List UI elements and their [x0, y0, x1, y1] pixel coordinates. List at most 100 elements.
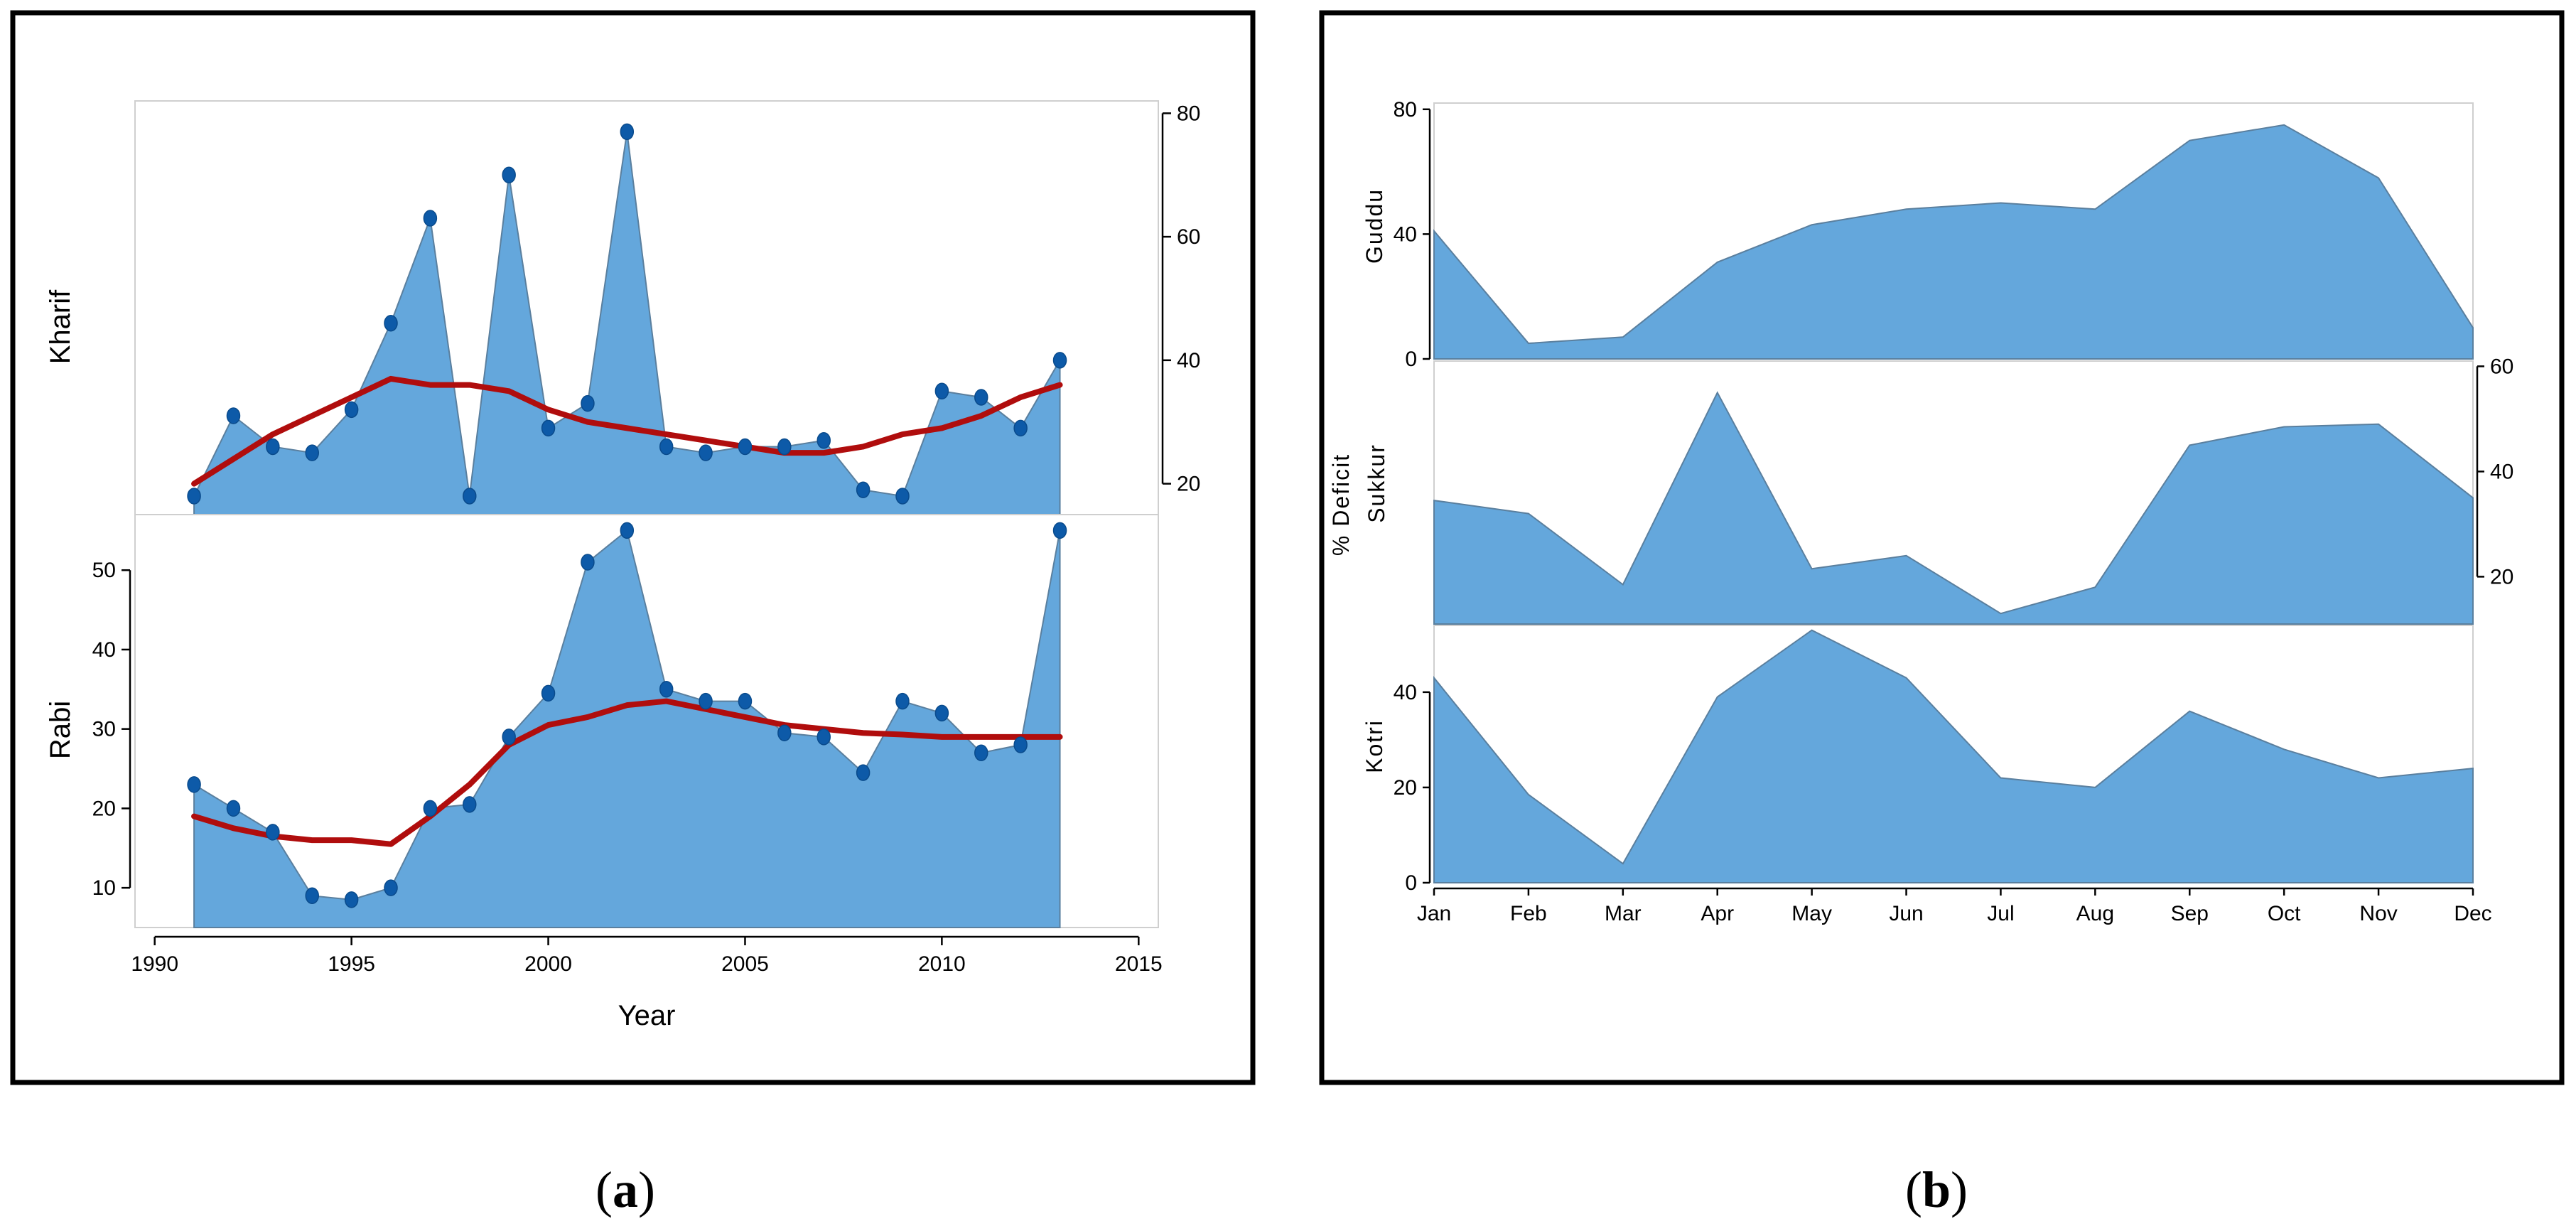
kharif-tick-label: 80: [1177, 102, 1200, 125]
kotri-tick-label: 40: [1394, 681, 1417, 704]
kharif-data-point: [777, 438, 792, 456]
month-tick-label: Sep: [2171, 902, 2209, 925]
kotri-tick-label: 20: [1394, 776, 1417, 800]
caption-a: (a): [596, 1161, 655, 1218]
panel-b: 0 40 80 Guddu 20 40 60 Sukkur 0 20 40 Kotri % …: [1319, 10, 2565, 1085]
year-tick-label: 1995: [328, 952, 375, 976]
kharif-data-point: [620, 123, 635, 141]
rabi-data-point: [738, 692, 753, 710]
rabi-data-point: [620, 522, 635, 539]
kharif-tick-label: 60: [1177, 225, 1200, 249]
month-x-axis: Jan Feb Mar Apr May Jun Jul Aug Sep Oct Nov Dec: [1417, 887, 2492, 925]
sukkur-tick-label: 60: [2490, 355, 2513, 378]
rabi-data-point: [934, 704, 949, 722]
month-tick-label: May: [1791, 902, 1832, 925]
year-tick-label: 2000: [524, 952, 572, 976]
rabi-data-point: [777, 724, 792, 742]
rabi-data-point: [463, 796, 477, 813]
rabi-data-point: [699, 692, 713, 710]
kharif-data-point: [1013, 419, 1028, 437]
kharif-data-point: [344, 401, 359, 419]
guddu-area: [1433, 124, 2474, 360]
panel-b-border: [1319, 10, 2565, 1085]
kharif-markers: [187, 123, 1067, 505]
rabi-data-point: [423, 800, 438, 817]
kharif-data-point: [502, 166, 516, 183]
year-tick-label: 2015: [1115, 952, 1163, 976]
rabi-data-point: [817, 729, 831, 746]
rabi-tick-label: 20: [92, 797, 116, 820]
kharif-tick-label: 20: [1177, 473, 1200, 496]
kharif-data-point: [581, 394, 595, 412]
deficit-axis-title: % Deficit: [1328, 453, 1354, 556]
kharif-area: [193, 131, 1061, 515]
year-tick-label: 2005: [721, 952, 769, 976]
guddu-tick-label: 0: [1405, 348, 1417, 371]
kharif-trend-line: [191, 375, 1063, 487]
kotri-area: [1433, 629, 2474, 883]
month-tick-label: Aug: [2076, 902, 2114, 925]
month-tick-label: Oct: [2268, 902, 2301, 925]
guddu-subplot: 0 40 80 Guddu: [1362, 98, 2474, 371]
kharif-axis-title: Kharif: [45, 289, 76, 364]
panel-a-border: [10, 10, 1256, 1085]
rabi-data-point: [384, 879, 398, 896]
kharif-data-point: [1052, 352, 1067, 369]
rabi-subplot: 10 20 30 40 50 Rabi: [45, 514, 1159, 928]
rabi-data-point: [187, 776, 201, 793]
rabi-data-point: [1052, 522, 1067, 539]
rabi-tick-label: 40: [92, 638, 116, 662]
kharif-data-point: [895, 488, 910, 505]
month-tick-label: Mar: [1605, 902, 1642, 925]
kharif-data-point: [463, 488, 477, 505]
kotri-subplot: 0 20 40 Kotri: [1362, 625, 2474, 895]
rabi-tick-label: 50: [92, 559, 116, 582]
caption-a-letter: a: [613, 1161, 638, 1218]
rabi-y-axis: 10 20 30 40 50: [92, 559, 131, 900]
sukkur-y-axis: 20 40 60: [2476, 355, 2513, 588]
guddu-axis-title: Guddu: [1362, 188, 1387, 264]
kharif-data-point: [934, 382, 949, 400]
guddu-tick-label: 40: [1394, 222, 1417, 246]
kharif-data-point: [974, 389, 988, 406]
kharif-data-point: [817, 432, 831, 449]
caption-b-letter: b: [1922, 1161, 1951, 1218]
guddu-tick-label: 80: [1394, 98, 1417, 122]
rabi-data-point: [502, 729, 516, 746]
kharif-data-point: [305, 444, 319, 461]
rabi-trend-line: [191, 698, 1063, 847]
kharif-data-point: [423, 210, 438, 227]
rabi-data-point: [305, 887, 319, 905]
rabi-tick-label: 10: [92, 876, 116, 900]
kharif-data-point: [266, 438, 280, 456]
kharif-data-point: [738, 438, 753, 456]
month-tick-label: Nov: [2359, 902, 2397, 925]
year-axis-title: Year: [618, 1000, 676, 1031]
kharif-subplot: 20 40 60 80 Kharif: [45, 100, 1200, 515]
caption-b: (b): [1905, 1161, 1968, 1218]
month-tick-label: Jul: [1987, 902, 2014, 925]
rabi-axis-title: Rabi: [45, 701, 76, 759]
year-x-axis: 1990 1995 2000 2005 2010 2015: [131, 935, 1163, 976]
kharif-data-point: [187, 488, 201, 505]
rabi-data-point: [974, 744, 988, 761]
month-tick-label: Apr: [1701, 902, 1734, 925]
rabi-data-point: [344, 891, 359, 908]
sukkur-tick-label: 40: [2490, 460, 2513, 483]
guddu-y-axis: 0 40 80: [1394, 98, 1431, 371]
sukkur-tick-label: 20: [2490, 565, 2513, 588]
panel-a: 20 40 60 80 Kharif 10 20 30 40 50 Rabi 1990 1995…: [10, 10, 1256, 1085]
month-tick-label: Jan: [1417, 902, 1451, 925]
rabi-tick-label: 30: [92, 718, 116, 741]
kharif-data-point: [226, 407, 241, 424]
rabi-data-point: [226, 800, 241, 817]
rabi-data-point: [266, 824, 280, 841]
month-tick-label: Dec: [2454, 902, 2491, 925]
kharif-data-point: [384, 314, 398, 332]
sukkur-axis-title: Sukkur: [1364, 444, 1389, 523]
kharif-data-point: [541, 419, 556, 437]
kharif-tick-label: 40: [1177, 349, 1200, 372]
rabi-markers: [187, 522, 1067, 908]
kotri-axis-title: Kotri: [1362, 719, 1387, 773]
